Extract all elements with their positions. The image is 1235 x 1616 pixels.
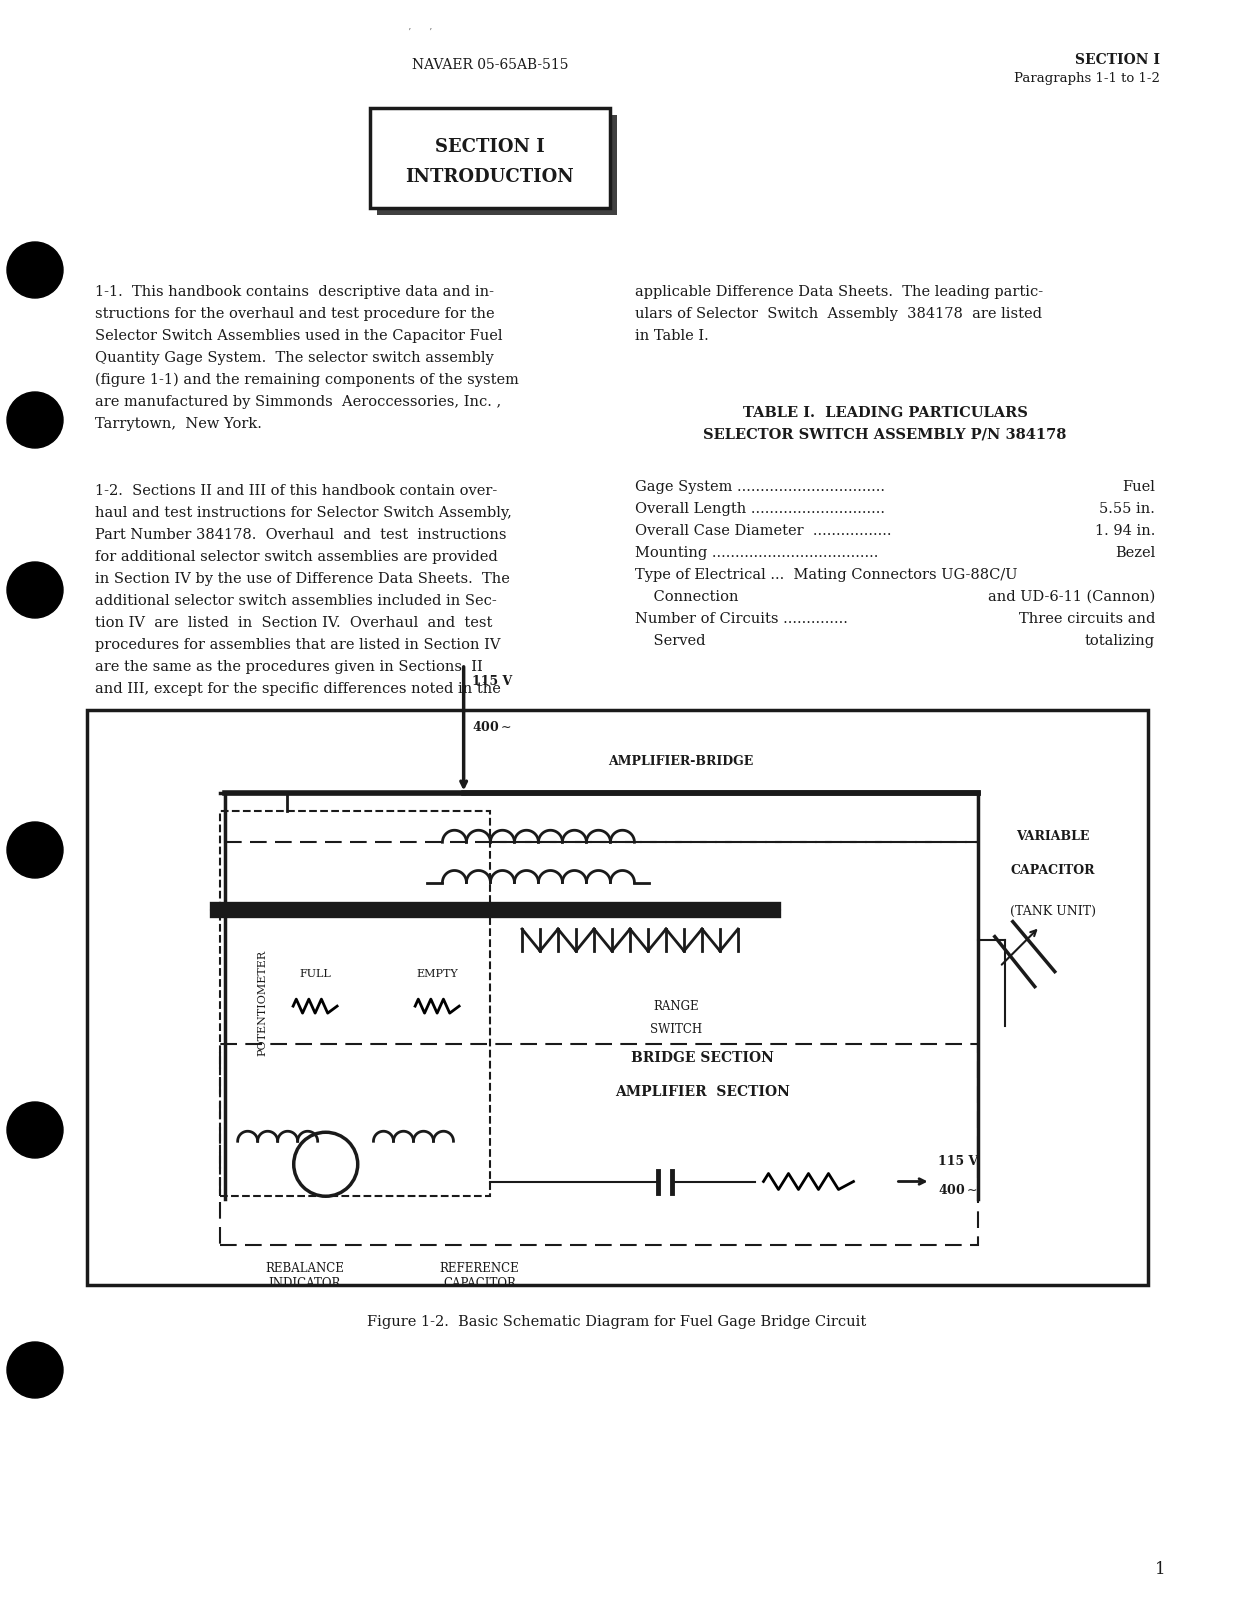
Text: Figure 1-2.  Basic Schematic Diagram for Fuel Gage Bridge Circuit: Figure 1-2. Basic Schematic Diagram for … bbox=[367, 1315, 867, 1328]
Text: 115 V: 115 V bbox=[939, 1155, 979, 1168]
Text: Fuel: Fuel bbox=[1123, 480, 1155, 494]
Text: Overall Length .............................: Overall Length .........................… bbox=[635, 503, 885, 516]
Text: in Table I.: in Table I. bbox=[635, 330, 709, 343]
Text: (figure 1-1) and the remaining components of the system: (figure 1-1) and the remaining component… bbox=[95, 373, 519, 388]
Bar bbox=[220, 1044, 978, 1244]
Text: INTRODUCTION: INTRODUCTION bbox=[405, 168, 574, 186]
Text: Served: Served bbox=[635, 633, 705, 648]
Text: Selector Switch Assemblies used in the Capacitor Fuel: Selector Switch Assemblies used in the C… bbox=[95, 330, 503, 343]
Text: Connection: Connection bbox=[635, 590, 739, 604]
Text: EMPTY: EMPTY bbox=[416, 968, 458, 979]
Text: SELECTOR SWITCH ASSEMBLY P/N 384178: SELECTOR SWITCH ASSEMBLY P/N 384178 bbox=[703, 428, 1067, 443]
Text: additional selector switch assemblies included in Sec-: additional selector switch assemblies in… bbox=[95, 595, 496, 608]
Text: REFERENCE
CAPACITOR: REFERENCE CAPACITOR bbox=[440, 1262, 520, 1290]
Text: and UD-6-11 (Cannon): and UD-6-11 (Cannon) bbox=[988, 590, 1155, 604]
Text: AMPLIFIER-BRIDGE: AMPLIFIER-BRIDGE bbox=[609, 755, 753, 768]
Text: TABLE I.  LEADING PARTICULARS: TABLE I. LEADING PARTICULARS bbox=[742, 406, 1028, 420]
Text: RANGE: RANGE bbox=[653, 1000, 699, 1013]
Text: BRIDGE SECTION: BRIDGE SECTION bbox=[631, 1050, 774, 1065]
Text: 115 V: 115 V bbox=[472, 675, 511, 688]
Text: SECTION I: SECTION I bbox=[1074, 53, 1160, 66]
Text: FULL: FULL bbox=[299, 968, 331, 979]
Text: Overall Case Diameter  .................: Overall Case Diameter ................. bbox=[635, 524, 892, 538]
Text: 5.55 in.: 5.55 in. bbox=[1099, 503, 1155, 516]
Text: are the same as the procedures given in Sections  II: are the same as the procedures given in … bbox=[95, 659, 483, 674]
Bar bbox=[370, 108, 610, 208]
Text: CAPACITOR: CAPACITOR bbox=[1010, 865, 1094, 877]
Text: 1-1.  This handbook contains  descriptive data and in-: 1-1. This handbook contains descriptive … bbox=[95, 284, 494, 299]
Text: REBALANCE
INDICATOR: REBALANCE INDICATOR bbox=[266, 1262, 343, 1290]
Bar bbox=[220, 811, 490, 1196]
Text: ulars of Selector  Switch  Assembly  384178  are listed: ulars of Selector Switch Assembly 384178… bbox=[635, 307, 1042, 322]
Text: 1-2.  Sections II and III of this handbook contain over-: 1-2. Sections II and III of this handboo… bbox=[95, 485, 498, 498]
Text: in Section IV by the use of Difference Data Sheets.  The: in Section IV by the use of Difference D… bbox=[95, 572, 510, 587]
Text: Bezel: Bezel bbox=[1115, 546, 1155, 561]
Text: POTENTIOMETER: POTENTIOMETER bbox=[257, 950, 267, 1057]
Text: 1. 94 in.: 1. 94 in. bbox=[1094, 524, 1155, 538]
Text: procedures for assemblies that are listed in Section IV: procedures for assemblies that are liste… bbox=[95, 638, 500, 651]
Text: 400$\sim$: 400$\sim$ bbox=[939, 1183, 978, 1197]
Text: totalizing: totalizing bbox=[1084, 633, 1155, 648]
Text: Tarrytown,  New York.: Tarrytown, New York. bbox=[95, 417, 262, 431]
Circle shape bbox=[7, 562, 63, 617]
Text: Quantity Gage System.  The selector switch assembly: Quantity Gage System. The selector switc… bbox=[95, 351, 494, 365]
Text: Type of Electrical ...  Mating Connectors UG-88C/U: Type of Electrical ... Mating Connectors… bbox=[635, 567, 1018, 582]
Text: SWITCH: SWITCH bbox=[650, 1023, 701, 1036]
Circle shape bbox=[7, 1102, 63, 1159]
Text: haul and test instructions for Selector Switch Assembly,: haul and test instructions for Selector … bbox=[95, 506, 511, 520]
Text: Mounting ....................................: Mounting ...............................… bbox=[635, 546, 878, 561]
Text: tion IV  are  listed  in  Section IV.  Overhaul  and  test: tion IV are listed in Section IV. Overha… bbox=[95, 616, 493, 630]
Text: Gage System ................................: Gage System ............................… bbox=[635, 480, 885, 494]
Text: structions for the overhaul and test procedure for the: structions for the overhaul and test pro… bbox=[95, 307, 495, 322]
Text: SECTION I: SECTION I bbox=[435, 137, 545, 157]
Text: 1: 1 bbox=[1155, 1561, 1166, 1579]
Text: and III, except for the specific differences noted in the: and III, except for the specific differe… bbox=[95, 682, 501, 696]
Circle shape bbox=[7, 393, 63, 448]
Text: VARIABLE: VARIABLE bbox=[1016, 831, 1089, 844]
Text: are manufactured by Simmonds  Aeroccessories, Inc. ,: are manufactured by Simmonds Aeroccessor… bbox=[95, 394, 501, 409]
Text: (TANK UNIT): (TANK UNIT) bbox=[1009, 905, 1095, 918]
Text: Part Number 384178.  Overhaul  and  test  instructions: Part Number 384178. Overhaul and test in… bbox=[95, 528, 506, 541]
Bar bbox=[377, 115, 618, 215]
Text: Number of Circuits ..............: Number of Circuits .............. bbox=[635, 612, 848, 625]
Text: Paragraphs 1-1 to 1-2: Paragraphs 1-1 to 1-2 bbox=[1014, 73, 1160, 86]
Text: ’     ’: ’ ’ bbox=[408, 27, 432, 39]
Circle shape bbox=[7, 242, 63, 297]
Bar bbox=[86, 709, 1149, 1285]
Text: applicable Difference Data Sheets.  The leading partic-: applicable Difference Data Sheets. The l… bbox=[635, 284, 1044, 299]
Text: NAVAER 05-65AB-515: NAVAER 05-65AB-515 bbox=[411, 58, 568, 73]
Text: AMPLIFIER  SECTION: AMPLIFIER SECTION bbox=[615, 1086, 790, 1099]
Circle shape bbox=[7, 1341, 63, 1398]
Text: for additional selector switch assemblies are provided: for additional selector switch assemblie… bbox=[95, 549, 498, 564]
Text: Three circuits and: Three circuits and bbox=[1019, 612, 1155, 625]
Circle shape bbox=[7, 823, 63, 877]
Text: 400$\sim$: 400$\sim$ bbox=[472, 721, 511, 734]
